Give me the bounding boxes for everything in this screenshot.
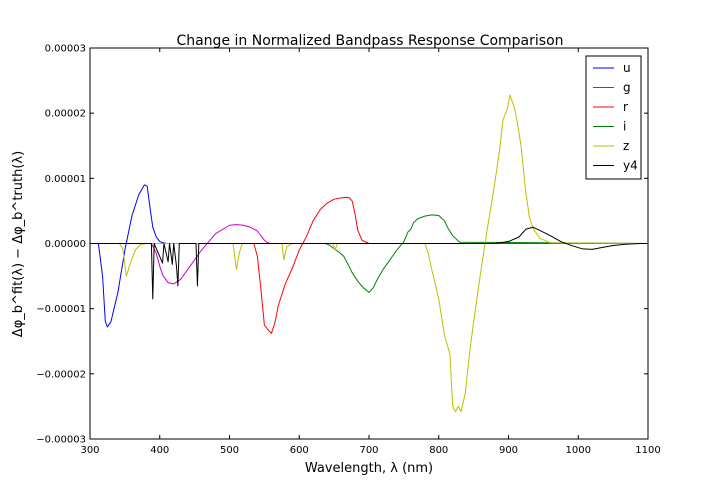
y-tick-label: −0.00002 [36,369,86,380]
y-tick-label: 0.00002 [45,109,86,120]
series-line-u [97,184,648,328]
legend-label-z: z [623,139,629,153]
x-axis-label: Wavelength, λ (nm) [305,461,433,476]
legend-label-i: i [623,120,626,134]
y-tick-label: −0.00003 [36,435,86,446]
series-line-i [90,214,648,293]
series-line-z [90,94,648,413]
x-tick-label: 300 [80,445,99,456]
legend-label-g: g [623,81,631,95]
x-tick-label: 1000 [566,445,591,456]
legend-box [585,55,642,180]
y-tick-label: 0.00003 [45,44,86,55]
x-tick-label: 600 [290,445,309,456]
y-tick-label: 0.00001 [45,174,86,185]
chart-title: Change in Normalized Bandpass Response C… [176,33,563,49]
legend-label-r: r [623,100,628,114]
y-tick-label: 0.00000 [45,239,86,250]
x-tick-label: 900 [499,445,518,456]
x-axis: 300 400 500 600 700 800 900 1000 1100 [80,48,661,456]
y-axis: −0.00003 −0.00002 −0.00001 0.00000 0.00001 0.… [36,44,648,446]
y-tick-label: −0.00001 [36,304,86,315]
x-tick-label: 700 [359,445,378,456]
x-tick-label: 400 [150,445,169,456]
x-tick-label: 1100 [635,445,660,456]
x-tick-label: 500 [220,445,239,456]
y-axis-label: Δφ_b^fit(λ) − Δφ_b^truth(λ) [11,151,26,337]
series-line-r [90,196,648,334]
series-layer [90,94,648,413]
series-line-g [90,224,648,285]
series-line-y4 [90,226,648,300]
x-tick-label: 800 [429,445,448,456]
legend-label-u: u [623,61,631,75]
legend-label-y4: y4 [623,159,638,173]
